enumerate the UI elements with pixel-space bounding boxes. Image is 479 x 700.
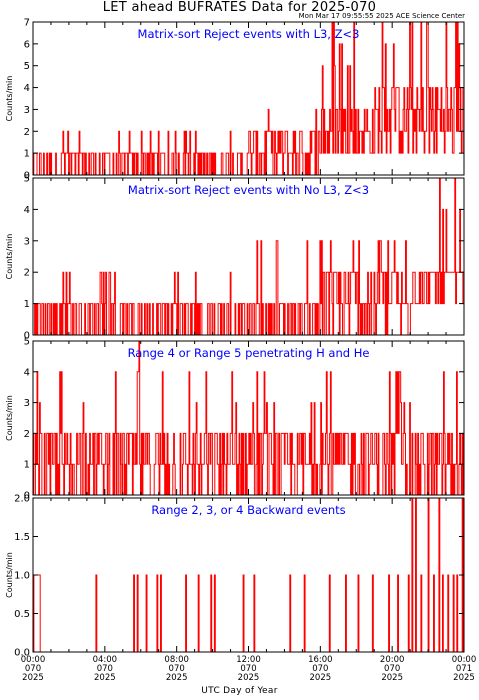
x-tick-label-5-2: 2025 bbox=[381, 673, 403, 683]
panel-title-3: Range 4 or Range 5 penetrating H and He bbox=[128, 346, 370, 360]
x-tick-label-1-0: 04:00 bbox=[93, 655, 118, 665]
x-tick-label-1-1: 070 bbox=[97, 664, 113, 674]
y-tick-label-1-5: 5 bbox=[24, 61, 30, 72]
y-tick-label-2-1: 1 bbox=[24, 299, 30, 310]
y-tick-label-1-1: 1 bbox=[24, 149, 30, 160]
y-tick-label-3-2: 2 bbox=[24, 429, 30, 440]
x-tick-label-3-2: 2025 bbox=[238, 673, 260, 683]
y-tick-label-3-1: 1 bbox=[24, 460, 30, 471]
x-tick-label-5-0: 20:00 bbox=[380, 655, 405, 665]
x-tick-label-4-2: 2025 bbox=[310, 673, 332, 683]
panel-frame-4 bbox=[32, 497, 465, 653]
y-tick-label-3-4: 4 bbox=[24, 367, 30, 378]
y-tick-label-1-7: 7 bbox=[24, 18, 30, 29]
y-tick-label-1-4: 4 bbox=[24, 83, 30, 94]
data-series-2 bbox=[33, 177, 465, 336]
x-tick-label-3-0: 12:00 bbox=[236, 655, 261, 665]
y-tick-label-4-3: 1.5 bbox=[14, 532, 30, 543]
y-tick-label-4-4: 2.0 bbox=[14, 494, 30, 505]
x-tick-label-2-0: 08:00 bbox=[164, 655, 189, 665]
x-tick-label-6-0: 00:00 bbox=[452, 655, 477, 665]
timestamp-label: Mon Mar 17 09:55:55 2025 ACE Science Cen… bbox=[298, 12, 465, 20]
x-tick-label-0-2: 2025 bbox=[22, 673, 44, 683]
x-tick-label-4-0: 16:00 bbox=[308, 655, 333, 665]
data-series-4 bbox=[33, 497, 464, 653]
y-axis-label-2: Counts/min bbox=[5, 234, 14, 280]
y-tick-label-4-1: 0.5 bbox=[14, 609, 30, 620]
x-tick-label-5-1: 070 bbox=[384, 664, 400, 674]
y-tick-label-4-2: 1.0 bbox=[14, 571, 30, 582]
y-tick-label-2-2: 2 bbox=[24, 268, 30, 279]
x-tick-label-0-1: 070 bbox=[25, 664, 41, 674]
x-tick-label-0-0: 00:00 bbox=[21, 655, 46, 665]
y-tick-label-3-0: 0 bbox=[24, 491, 30, 502]
x-axis-title: UTC Day of Year bbox=[201, 686, 278, 696]
y-tick-label-1-3: 3 bbox=[24, 105, 30, 116]
y-tick-label-1-2: 2 bbox=[24, 127, 30, 138]
y-tick-label-1-6: 6 bbox=[24, 39, 30, 50]
y-tick-label-3-3: 3 bbox=[24, 398, 30, 409]
y-tick-label-2-5: 5 bbox=[24, 174, 30, 185]
x-tick-label-3-1: 070 bbox=[240, 664, 256, 674]
panel-title-2: Matrix-sort Reject events with No L3, Z<… bbox=[128, 183, 369, 197]
x-tick-label-6-1: 071 bbox=[456, 664, 472, 674]
y-tick-label-1-0: 0 bbox=[24, 171, 30, 182]
y-tick-label-2-0: 0 bbox=[24, 331, 30, 342]
y-axis-label-4: Counts/min bbox=[5, 552, 14, 598]
x-tick-label-4-1: 070 bbox=[312, 664, 328, 674]
x-tick-label-1-2: 2025 bbox=[94, 673, 116, 683]
panel-title-1: Matrix-sort Reject events with L3, Z<3 bbox=[138, 27, 360, 41]
y-tick-label-2-3: 3 bbox=[24, 236, 30, 247]
y-tick-label-4-0: 0.0 bbox=[14, 648, 30, 659]
x-tick-label-2-1: 070 bbox=[169, 664, 185, 674]
chart-title: LET ahead BUFRATES Data for 2025-070 bbox=[102, 0, 377, 15]
data-series-3 bbox=[33, 340, 465, 496]
y-tick-label-3-5: 5 bbox=[24, 337, 30, 348]
y-axis-label-3: Counts/min bbox=[5, 395, 14, 441]
data-series-1 bbox=[33, 21, 465, 176]
x-tick-label-6-2: 2025 bbox=[453, 673, 475, 683]
y-tick-label-2-4: 4 bbox=[24, 205, 30, 216]
x-tick-label-2-2: 2025 bbox=[166, 673, 188, 683]
panel-title-4: Range 2, 3, or 4 Backward events bbox=[151, 503, 345, 517]
y-axis-label-1: Counts/min bbox=[5, 76, 14, 122]
